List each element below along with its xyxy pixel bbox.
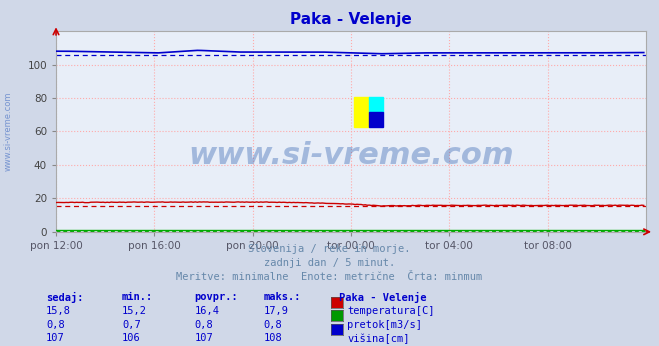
Text: 0,8: 0,8	[194, 320, 213, 330]
Text: 0,8: 0,8	[264, 320, 282, 330]
Text: sedaj:: sedaj:	[46, 292, 84, 303]
Text: www.si-vreme.com: www.si-vreme.com	[3, 92, 13, 171]
Title: Paka - Velenje: Paka - Velenje	[290, 12, 412, 27]
Text: maks.:: maks.:	[264, 292, 301, 302]
Text: 15,8: 15,8	[46, 306, 71, 316]
Text: www.si-vreme.com: www.si-vreme.com	[188, 141, 514, 170]
Text: 106: 106	[122, 333, 140, 343]
Text: 16,4: 16,4	[194, 306, 219, 316]
Text: temperatura[C]: temperatura[C]	[347, 306, 435, 316]
Text: pretok[m3/s]: pretok[m3/s]	[347, 320, 422, 330]
Text: povpr.:: povpr.:	[194, 292, 238, 302]
Text: 108: 108	[264, 333, 282, 343]
Polygon shape	[354, 97, 368, 127]
Polygon shape	[368, 112, 384, 127]
Text: 107: 107	[194, 333, 213, 343]
Text: višina[cm]: višina[cm]	[347, 333, 410, 344]
Text: 15,2: 15,2	[122, 306, 147, 316]
Text: min.:: min.:	[122, 292, 153, 302]
Text: Meritve: minimalne  Enote: metrične  Črta: minmum: Meritve: minimalne Enote: metrične Črta:…	[177, 272, 482, 282]
Text: 0,8: 0,8	[46, 320, 65, 330]
Text: Slovenija / reke in morje.: Slovenija / reke in morje.	[248, 244, 411, 254]
Text: 107: 107	[46, 333, 65, 343]
Text: zadnji dan / 5 minut.: zadnji dan / 5 minut.	[264, 258, 395, 268]
Text: Paka - Velenje: Paka - Velenje	[339, 292, 427, 303]
Polygon shape	[368, 97, 384, 112]
Text: 17,9: 17,9	[264, 306, 289, 316]
Text: 0,7: 0,7	[122, 320, 140, 330]
